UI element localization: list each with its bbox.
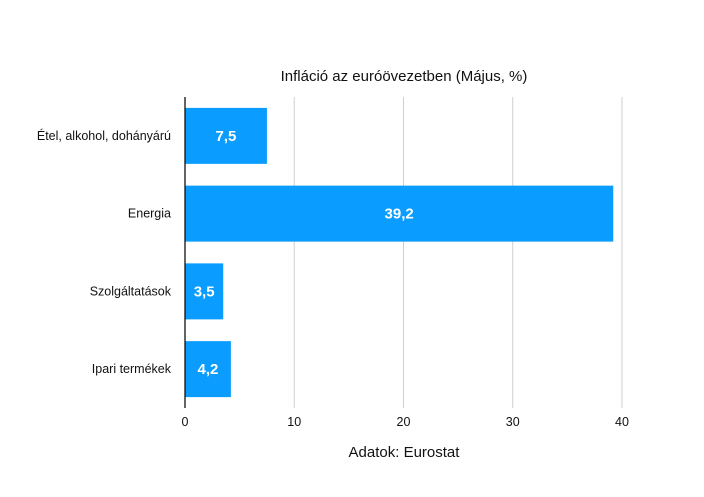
x-tick-label: 0 xyxy=(182,415,189,429)
data-label: 3,5 xyxy=(194,283,215,300)
bars: 7,5 39,2 3,5 4,2 xyxy=(185,107,614,398)
data-label: 7,5 xyxy=(216,128,237,145)
x-tick-labels: 0 10 20 30 40 xyxy=(182,415,629,429)
x-tick-label: 30 xyxy=(506,415,520,429)
category-label: Energia xyxy=(128,207,171,221)
chart-title: Infláció az euróövezetben (Május, %) xyxy=(281,68,528,85)
category-labels: Étel, alkohol, dohányárú Energia Szolgálta… xyxy=(37,128,172,376)
source-note: Adatok: Eurostat xyxy=(349,444,461,461)
gridlines xyxy=(293,97,623,408)
category-label: Étel, alkohol, dohányárú xyxy=(37,128,171,143)
category-label: Ipari termékek xyxy=(92,362,172,376)
bar xyxy=(185,263,224,320)
bar xyxy=(185,341,231,398)
data-label: 4,2 xyxy=(198,361,219,378)
x-tick-label: 20 xyxy=(397,415,411,429)
x-tick-label: 10 xyxy=(287,415,301,429)
bar xyxy=(185,185,614,242)
category-label: Szolgáltatások xyxy=(90,284,172,298)
data-label: 39,2 xyxy=(385,206,414,223)
x-tick-label: 40 xyxy=(615,415,629,429)
bar xyxy=(185,107,267,164)
